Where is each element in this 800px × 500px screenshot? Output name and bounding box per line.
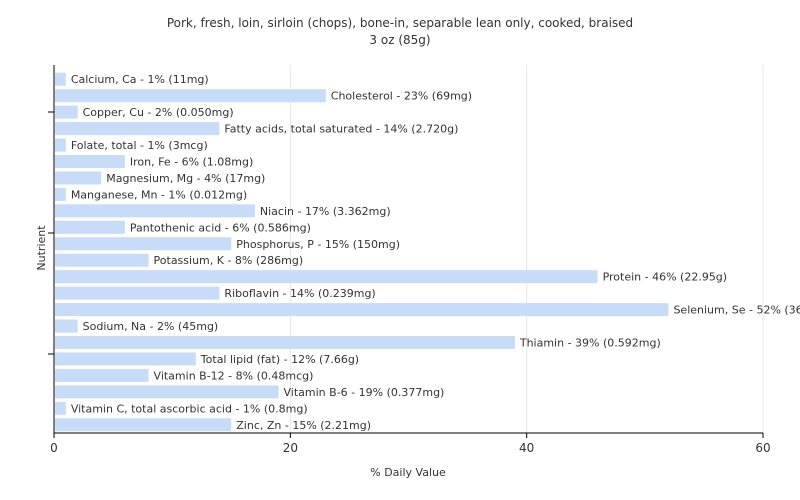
bar-6	[55, 171, 102, 185]
bar-label-15: Sodium, Na - 2% (45mg)	[83, 320, 219, 333]
bar-label-16: Thiamin - 39% (0.592mg)	[519, 337, 661, 350]
x-axis-label: % Daily Value	[370, 466, 446, 479]
bar-19	[55, 385, 279, 399]
bar-label-3: Fatty acids, total saturated - 14% (2.72…	[224, 123, 458, 136]
bar-label-12: Protein - 46% (22.95g)	[603, 271, 728, 284]
x-tick-label-2: 40	[519, 441, 534, 455]
x-tick-labels: 0 20 40 60	[50, 441, 770, 455]
bar-label-9: Pantothenic acid - 6% (0.586mg)	[130, 221, 311, 234]
chart-subtitle: 3 oz (85g)	[369, 33, 430, 47]
bar-4	[55, 138, 66, 152]
bar-label-8: Niacin - 17% (3.362mg)	[260, 205, 391, 218]
bar-label-10: Phosphorus, P - 15% (150mg)	[236, 238, 400, 251]
bar-15	[55, 319, 78, 333]
bar-7	[55, 187, 66, 201]
bar-label-0: Calcium, Ca - 1% (11mg)	[71, 73, 209, 86]
bar-9	[55, 220, 125, 234]
bar-label-7: Manganese, Mn - 1% (0.012mg)	[71, 188, 247, 201]
bar-label-19: Vitamin B-6 - 19% (0.377mg)	[284, 386, 445, 399]
bar-16	[55, 336, 515, 349]
bars	[55, 72, 669, 432]
bar-label-6: Magnesium, Mg - 4% (17mg)	[106, 172, 265, 185]
bar-label-13: Riboflavin - 14% (0.239mg)	[224, 287, 375, 300]
x-tick-label-3: 60	[755, 441, 770, 455]
bar-labels: Calcium, Ca - 1% (11mg) Cholesterol - 23%…	[71, 73, 800, 432]
bar-17	[55, 352, 196, 366]
bar-10	[55, 237, 232, 251]
axes	[48, 65, 764, 438]
bar-3	[55, 122, 220, 136]
bar-label-5: Iron, Fe - 6% (1.08mg)	[130, 156, 253, 169]
bar-11	[55, 253, 149, 267]
bar-label-4: Folate, total - 1% (3mcg)	[71, 139, 208, 152]
bar-1	[55, 89, 326, 103]
bar-label-2: Copper, Cu - 2% (0.050mg)	[83, 106, 234, 119]
x-tick-label-0: 0	[50, 441, 58, 455]
bar-2	[55, 105, 78, 119]
bar-8	[55, 204, 255, 218]
bar-12	[55, 270, 598, 284]
bar-label-1: Cholesterol - 23% (69mg)	[331, 90, 472, 103]
bar-0	[55, 72, 66, 86]
x-tick-label-1: 20	[283, 441, 298, 455]
bar-label-11: Potassium, K - 8% (286mg)	[154, 254, 304, 267]
grid-lines	[289, 65, 764, 433]
y-axis-label: Nutrient	[35, 225, 48, 271]
bar-label-17: Total lipid (fat) - 12% (7.66g)	[200, 353, 359, 366]
bar-20	[55, 401, 66, 415]
bar-label-14: Selenium, Se - 52% (36.2mcg)	[673, 304, 800, 317]
bar-21	[55, 418, 232, 432]
bar-label-21: Zinc, Zn - 15% (2.21mg)	[236, 419, 371, 432]
bar-5	[55, 155, 125, 168]
bar-label-20: Vitamin C, total ascorbic acid - 1% (0.8…	[71, 402, 308, 415]
bar-18	[55, 368, 149, 382]
bar-label-18: Vitamin B-12 - 8% (0.48mcg)	[154, 369, 314, 382]
chart-title: Pork, fresh, loin, sirloin (chops), bone…	[167, 16, 633, 30]
bar-13	[55, 286, 220, 300]
bar-14	[55, 303, 669, 317]
